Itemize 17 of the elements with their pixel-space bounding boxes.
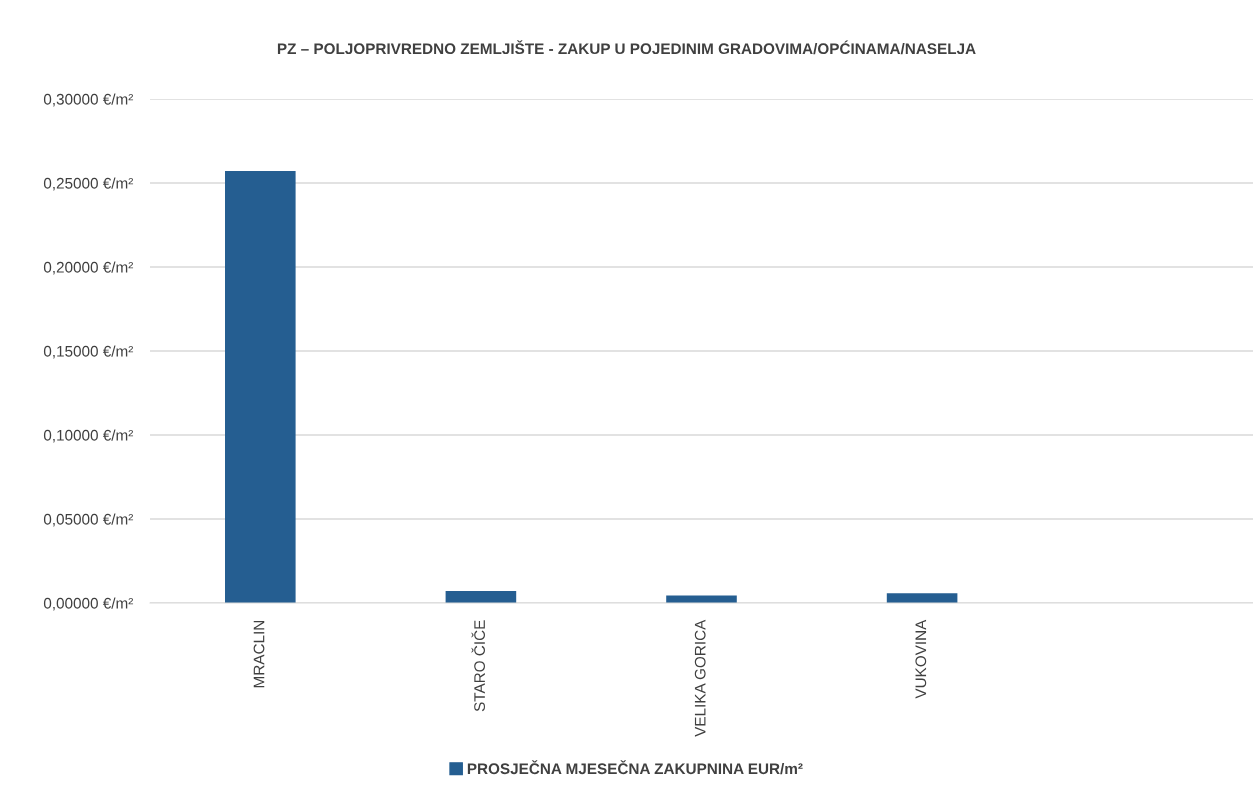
bar (666, 595, 737, 603)
x-tick-label: VUKOVINA (915, 619, 927, 699)
bar (886, 593, 958, 603)
y-tick-label: 0,20000 €/m² (43, 261, 134, 275)
y-tick-label: 0,00000 €/m² (43, 597, 134, 611)
y-tick-label: 0,25000 €/m² (43, 177, 134, 191)
bar (225, 171, 296, 603)
y-tick-label: 0,05000 €/m² (43, 513, 134, 527)
x-tick-label: VELIKA GORICA (694, 619, 706, 737)
x-tick-label: STARO ČIČE (471, 620, 485, 712)
bar (445, 591, 517, 603)
y-tick-label: 0,15000 €/m² (43, 345, 134, 359)
chart-title: PZ – POLJOPRIVREDNO ZEMLJIŠTE - ZAKUP U POJEDINIM GRADOVIMA/OPĆINAMA/NASELJA (277, 40, 976, 55)
x-tick-label: MRACLIN (253, 620, 265, 688)
y-tick-label: 0,30000 €/m² (43, 93, 134, 107)
y-tick-label: 0,10000 €/m² (43, 429, 134, 443)
legend-label: PROSJEČNA MJESEČNA ZAKUPNINA EUR/m² (467, 760, 803, 775)
